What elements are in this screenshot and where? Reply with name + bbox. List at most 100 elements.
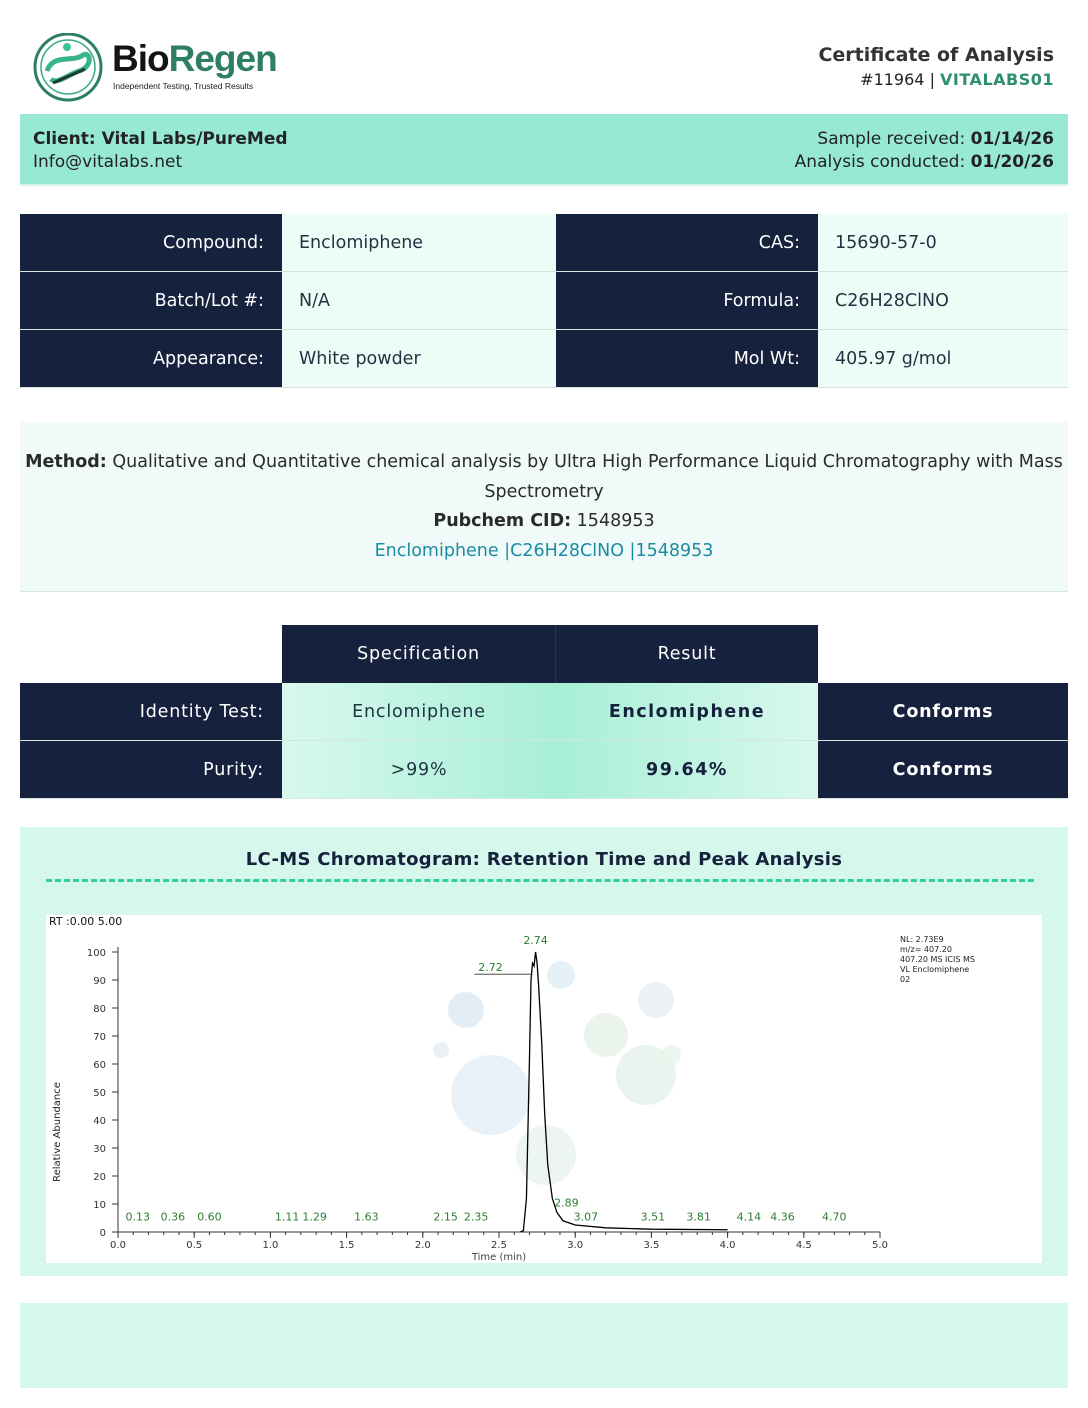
result-value: Enclomiphene <box>556 683 818 740</box>
info-value: 405.97 g/mol <box>818 330 1068 387</box>
peak-label: 3.07 <box>574 1210 599 1223</box>
rt-range-label: RT :0.00 5.00 <box>49 915 122 928</box>
watermark-blob <box>616 1045 676 1105</box>
info-value: N/A <box>282 272 556 329</box>
watermark-blob <box>433 1042 449 1058</box>
y-tick-label: 90 <box>93 976 106 987</box>
trace-info-line: 02 <box>900 975 910 984</box>
peak-label: 4.70 <box>822 1210 847 1223</box>
y-tick-label: 70 <box>93 1032 106 1043</box>
status-badge: Conforms <box>818 683 1068 740</box>
y-tick-label: 0 <box>100 1228 106 1239</box>
info-value: 15690-57-0 <box>818 214 1068 271</box>
y-tick-label: 30 <box>93 1144 106 1155</box>
lab-code: VITALABS01 <box>940 70 1054 89</box>
chromatogram-chart: RT :0.00 5.00 0 10 20 30 40 50 60 70 80 90 100 0.0 0.… <box>46 915 1042 1263</box>
y-tick-label: 100 <box>87 948 106 959</box>
peak-label: 2.15 <box>433 1210 458 1223</box>
peak-label: 4.36 <box>770 1210 795 1223</box>
x-tick-label: 0.0 <box>110 1240 126 1251</box>
dashed-divider <box>46 879 1034 882</box>
watermark-blob <box>547 961 575 989</box>
watermark-blob <box>448 992 484 1028</box>
test-label: Identity Test: <box>20 683 282 740</box>
info-label: Compound: <box>20 214 282 271</box>
peak-label: 2.74 <box>523 934 548 947</box>
watermark-blob <box>516 1125 576 1185</box>
footer-box <box>20 1303 1068 1388</box>
info-label: Batch/Lot #: <box>20 272 282 329</box>
info-row: Batch/Lot #: N/A Formula: C26H28ClNO <box>20 272 1068 330</box>
y-tick-label: 10 <box>93 1200 106 1211</box>
certificate-number: #11964 | VITALABS01 <box>860 70 1054 89</box>
header-specification: Specification <box>282 625 556 683</box>
pubchem-label: Pubchem CID: <box>433 511 572 531</box>
chromatogram-trace <box>520 951 728 1233</box>
status-badge: Conforms <box>818 741 1068 798</box>
y-axis-label: Relative Abundance <box>52 1082 63 1182</box>
tagline: Independent Testing, Trusted Results <box>113 81 254 91</box>
compound-info-table: Compound: Enclomiphene CAS: 15690-57-0 Batc… <box>20 214 1068 388</box>
x-tick-label: 5.0 <box>872 1240 888 1251</box>
info-label: Appearance: <box>20 330 282 387</box>
info-label: CAS: <box>556 214 818 271</box>
method-text: Qualitative and Quantitative chemical an… <box>112 452 1063 502</box>
x-tick-label: 3.0 <box>567 1240 583 1251</box>
x-tick-label: 2.5 <box>491 1240 507 1251</box>
bioregen-logo-icon <box>33 33 103 102</box>
peak-label: 2.72 <box>478 961 503 974</box>
conducted-date: 01/20/26 <box>970 152 1054 172</box>
results-table: Specification Result Identity Test: Enclom… <box>20 625 1068 799</box>
x-axis-label: Time (min) <box>471 1252 526 1263</box>
separator: | <box>929 70 935 89</box>
brand-bio: Bio <box>112 38 170 79</box>
chromatogram-section: LC-MS Chromatogram: Retention Time and P… <box>20 827 1068 1276</box>
pubchem-cid: 1548953 <box>576 511 655 531</box>
trace-info-line: 407.20 MS ICIS MS <box>900 955 975 964</box>
client-name: Client: Vital Labs/PureMed <box>33 129 288 149</box>
spec-value: >99% <box>282 741 556 798</box>
watermark-blob <box>451 1055 531 1135</box>
cert-number: #11964 <box>860 70 925 89</box>
trace-info-line: m/z= 407.20 <box>900 945 952 954</box>
result-row: Purity: >99% 99.64% Conforms <box>20 741 1068 799</box>
watermark-blob <box>661 1045 681 1065</box>
y-tick-label: 60 <box>93 1060 106 1071</box>
watermark-blob <box>584 1013 628 1057</box>
peak-label: 2.35 <box>464 1210 489 1223</box>
y-tick-label: 40 <box>93 1116 106 1127</box>
document-title: Certificate of Analysis <box>818 44 1054 66</box>
y-tick-label: 50 <box>93 1088 106 1099</box>
pubchem-link[interactable]: Enclomiphene |C26H28ClNO |1548953 <box>374 540 714 561</box>
info-row: Appearance: White powder Mol Wt: 405.97 g/m… <box>20 330 1068 388</box>
peak-label: 0.36 <box>161 1210 186 1223</box>
info-label: Formula: <box>556 272 818 329</box>
spec-value: Enclomiphene <box>282 683 556 740</box>
peak-label: 0.60 <box>197 1210 222 1223</box>
header-result: Result <box>556 625 818 683</box>
x-tick-label: 1.5 <box>339 1240 355 1251</box>
results-header: Specification Result <box>20 625 1068 683</box>
received-date: 01/14/26 <box>970 129 1054 149</box>
client-band: Client: Vital Labs/PureMed Info@vitalabs.… <box>20 114 1068 186</box>
y-tick-label: 80 <box>93 1004 106 1015</box>
y-tick-label: 20 <box>93 1172 106 1183</box>
x-tick-label: 2.0 <box>415 1240 431 1251</box>
peak-label: 4.14 <box>737 1210 762 1223</box>
conducted-label: Analysis conducted: <box>794 152 966 172</box>
client-email: Info@vitalabs.net <box>33 152 183 172</box>
peak-label: 2.89 <box>554 1196 579 1209</box>
trace-info-line: NL: 2.73E9 <box>900 935 944 944</box>
peak-label: 3.81 <box>686 1210 711 1223</box>
x-tick-label: 4.0 <box>720 1240 736 1251</box>
brand-name: BioRegen <box>112 38 278 80</box>
result-row: Identity Test: Enclomiphene Enclomiphene Co… <box>20 683 1068 741</box>
x-tick-label: 1.0 <box>262 1240 278 1251</box>
peak-label: 1.29 <box>302 1210 327 1223</box>
method-box: Method: Qualitative and Quantitative che… <box>20 422 1068 592</box>
trace-info-line: VL Enclomiphene <box>900 965 969 974</box>
info-row: Compound: Enclomiphene CAS: 15690-57-0 <box>20 214 1068 272</box>
brand-regen: Regen <box>168 38 278 79</box>
watermark-blob <box>638 982 674 1018</box>
info-value: White powder <box>282 330 556 387</box>
